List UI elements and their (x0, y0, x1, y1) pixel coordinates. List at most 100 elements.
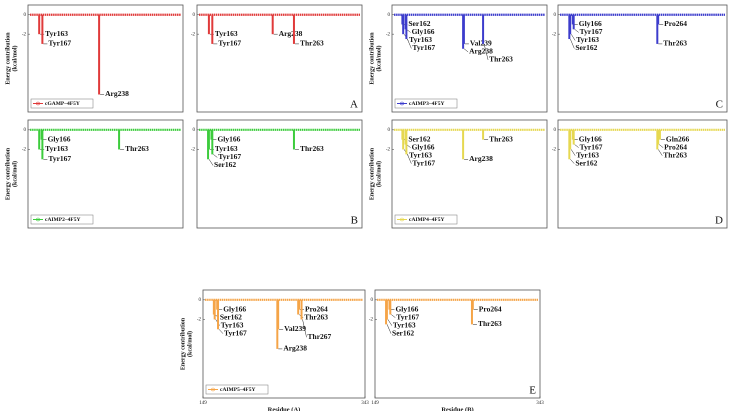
legend: cAIMP2–4F5Y (30, 214, 94, 225)
residue-label: Ser162 (408, 134, 430, 143)
residue-label: Arg238 (279, 29, 303, 38)
residue-label: Tyr163 (393, 320, 416, 329)
panel-frame (374, 289, 541, 399)
residue-label: Ser162 (214, 160, 236, 169)
panel: 0 -2 149 343 Residue (A) Energy contribution(… (180, 289, 369, 411)
residue-label: Tyr167 (224, 328, 247, 337)
residue-label: Tyr167 (48, 154, 71, 163)
panel-frame (27, 4, 184, 113)
residue-label: Tyr163 (45, 144, 68, 153)
legend-box (394, 98, 458, 109)
residue-label: Tyr163 (409, 35, 432, 44)
panel-letter: C (716, 99, 723, 111)
residue-label: Tyr163 (215, 144, 238, 153)
legend-label: cGAMP–4F5Y (45, 101, 80, 107)
legend-box (30, 214, 94, 225)
y-tick-label: -2 (552, 148, 557, 153)
residue-label: Arg238 (105, 89, 129, 98)
residue-label: Ser162 (408, 19, 430, 28)
residue-label: Tyr167 (412, 43, 435, 52)
residue-label: Thr263 (489, 134, 513, 143)
x-tick-label: 149 (371, 401, 379, 406)
legend-label: cAIMP3–4F5Y (409, 101, 444, 107)
residue-label: Tyr167 (48, 39, 71, 48)
residue-label: Tyr163 (45, 29, 68, 38)
residue-label: Pro264 (305, 304, 328, 313)
residue-label: Thr263 (489, 55, 513, 64)
label-pointer (213, 154, 218, 158)
y-axis-label: Energy contribution (5, 147, 11, 200)
label-pointer (570, 34, 576, 41)
residue-label: Val239 (470, 39, 492, 48)
residue-label: Tyr163 (215, 29, 238, 38)
y-tick-label: 0 (199, 298, 202, 303)
y-tick-label: -2 (197, 318, 202, 323)
residue-label: Tyr167 (396, 312, 419, 321)
x-tick-label: 343 (536, 401, 544, 406)
residue-label: Gly166 (48, 134, 71, 143)
residue-label: Thr263 (478, 319, 502, 328)
panel-letter: B (351, 215, 358, 227)
y-tick-label: 0 (24, 128, 27, 133)
residue-label: Tyr163 (409, 150, 432, 159)
legend: cAIMP3–4F5Y (394, 98, 458, 109)
y-tick-label: 0 (554, 128, 557, 133)
y-axis-label: (kcal/mol) (375, 161, 382, 187)
y-axis-label: Energy contribution (180, 317, 186, 370)
residue-label: Tyr167 (580, 142, 603, 151)
y-axis-label: (kcal/mol) (186, 331, 193, 357)
panel: 0 -2 Energy contribution (kcal/mol) Ser162Gl… (369, 4, 548, 113)
panel-frame (196, 4, 363, 113)
residue-label: Pro264 (479, 304, 502, 313)
residue-label: Thr263 (300, 144, 324, 153)
residue-label: Thr267 (308, 332, 332, 341)
label-pointer (302, 319, 307, 338)
label-pointer (407, 154, 412, 164)
residue-label: Tyr167 (412, 158, 435, 167)
y-tick-label: -2 (386, 32, 391, 37)
residue-label: Tyr163 (576, 35, 599, 44)
panel-letter: D (715, 215, 723, 227)
panel-letter: A (350, 99, 358, 111)
residue-label: Thr263 (300, 39, 324, 48)
label-pointer (574, 144, 579, 148)
legend-box (394, 214, 458, 225)
residue-label: Thr263 (125, 144, 149, 153)
label-pointer (387, 319, 393, 326)
residue-label: Arg238 (469, 154, 493, 163)
residue-label: Tyr167 (580, 27, 603, 36)
y-axis-label: (kcal/mol) (375, 46, 382, 72)
label-pointer (407, 38, 412, 49)
residue-label: Ser162 (575, 158, 597, 167)
legend-label: cAIMP4–4F5Y (409, 217, 444, 223)
residue-label: Gly166 (217, 134, 240, 143)
y-axis-label: (kcal/mol) (11, 161, 18, 187)
panel-frame (391, 119, 548, 229)
y-tick-label: 0 (388, 13, 391, 18)
residue-label: Gly166 (579, 134, 602, 143)
residue-label: Val239 (284, 324, 306, 333)
y-tick-label: 0 (193, 128, 196, 133)
y-tick-label: -2 (191, 148, 196, 153)
panel-frame (27, 119, 184, 229)
legend-marker (400, 217, 404, 222)
y-tick-label: 0 (554, 13, 557, 18)
y-tick-label: -2 (191, 32, 196, 37)
label-pointer (574, 29, 579, 33)
y-tick-label: -2 (369, 318, 374, 323)
residue-label: Gln266 (666, 134, 690, 143)
panel: 0 -2 Energy contribution (kcal/mol) Tyr163Ty… (5, 4, 184, 113)
residue-label: Ser162 (392, 328, 414, 337)
panel-frame (391, 4, 548, 113)
y-axis-label: Energy contribution (369, 32, 375, 85)
label-pointer (218, 329, 224, 334)
label-pointer (208, 159, 214, 166)
y-tick-label: -2 (552, 32, 557, 37)
residue-label: Gly166 (412, 142, 435, 151)
label-pointer (570, 159, 575, 164)
label-pointer (570, 149, 576, 156)
